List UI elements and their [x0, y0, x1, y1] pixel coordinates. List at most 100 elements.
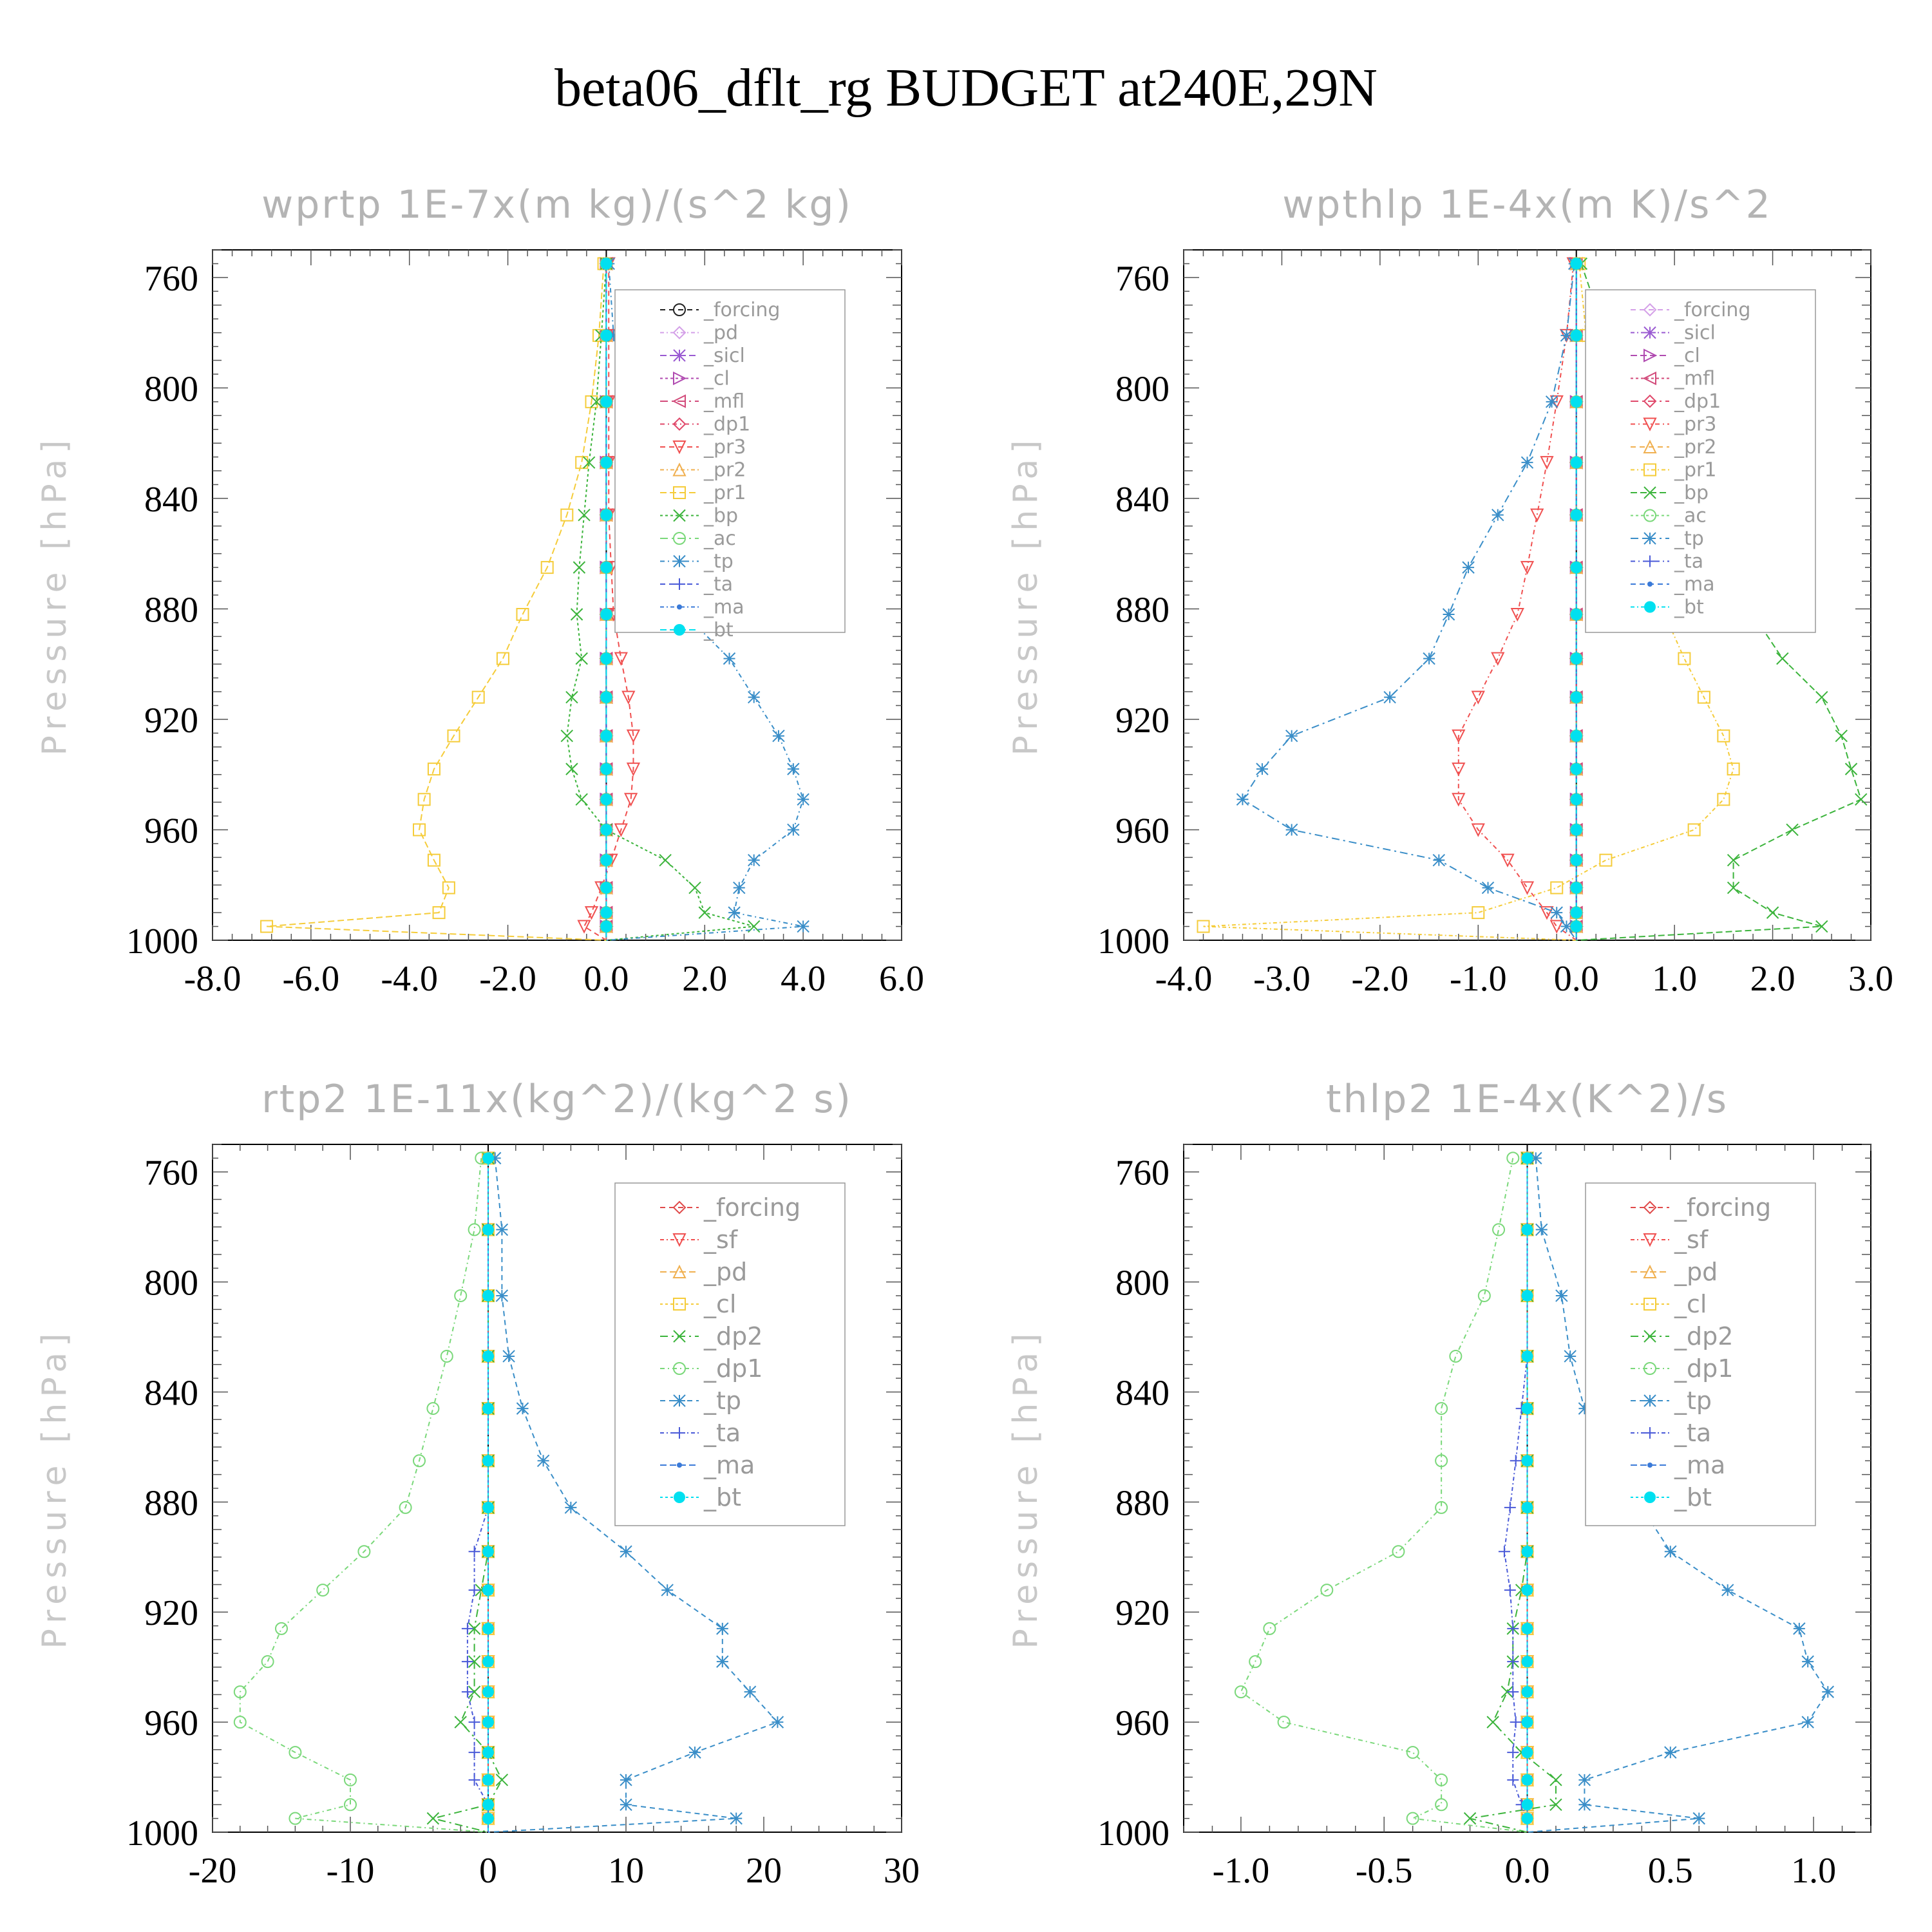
data-point [1510, 1455, 1522, 1467]
data-point [688, 881, 701, 895]
data-point [748, 690, 761, 704]
data-point [482, 1455, 494, 1467]
data-point [413, 1454, 426, 1468]
data-point [1197, 920, 1210, 933]
legend-marker [1643, 1200, 1657, 1215]
data-point [600, 457, 612, 469]
data-point [1507, 1656, 1519, 1668]
x-tick-label: 20 [746, 1851, 782, 1891]
series-tp [1236, 257, 1581, 941]
data-point [1435, 1402, 1448, 1416]
legend-marker [1643, 303, 1657, 317]
data-point [427, 762, 440, 776]
x-tick-label: -1.0 [1450, 959, 1507, 999]
data-point [1521, 1774, 1533, 1786]
data-point [461, 1622, 473, 1634]
data-point [1570, 652, 1582, 665]
data-point [1406, 1746, 1419, 1759]
data-point [620, 1774, 632, 1786]
data-point [1570, 562, 1582, 574]
data-point [461, 1686, 473, 1698]
data-point [1801, 1716, 1814, 1728]
panel-title: wpthlp 1E-4x(m K)/s^2 [1282, 182, 1772, 227]
legend-label: _sicl [1674, 322, 1716, 345]
data-point [1471, 823, 1485, 837]
legend-marker [1643, 348, 1658, 363]
legend-marker [672, 394, 686, 408]
legend-label: _cl [1674, 345, 1700, 367]
panel-title: wprtp 1E-7x(m kg)/(s^2 kg) [261, 182, 853, 227]
legend-label: _forcing [703, 1193, 800, 1222]
y-tick-label: 880 [1115, 590, 1170, 630]
y-tick-label: 800 [1115, 1264, 1170, 1303]
data-point [1570, 509, 1582, 521]
data-point [1521, 1812, 1533, 1824]
series-line [566, 263, 754, 941]
legend-label: _bp [1674, 482, 1709, 504]
x-tick-label: 1.0 [1652, 959, 1697, 999]
legend-label: _tp [1674, 527, 1704, 550]
x-tick-label: -4.0 [1155, 959, 1213, 999]
legend-marker [1643, 509, 1656, 522]
legend-marker [672, 1233, 687, 1247]
data-point [1504, 1501, 1516, 1513]
legend-marker [677, 1463, 682, 1468]
data-point [565, 762, 578, 775]
data-point [584, 906, 599, 920]
legend: _forcing _sf _pd _cl _dp2 _dp1 _tp _ta _ma _bt [1585, 1182, 1816, 1526]
x-tick-label: -0.5 [1356, 1851, 1413, 1891]
data-point [482, 1584, 494, 1596]
x-tick-label: 2.0 [682, 959, 727, 999]
data-point [540, 561, 554, 574]
data-point [1578, 1774, 1591, 1786]
legend-label: _bt [1674, 1483, 1712, 1511]
y-tick-label: 800 [1115, 369, 1170, 409]
data-point [1462, 561, 1475, 574]
legend-label: _sf [1674, 1226, 1709, 1254]
y-axis-label: Pressure [hPa] [35, 435, 74, 756]
legend-marker [1644, 601, 1656, 613]
legend-label: _ta [703, 1419, 741, 1447]
legend-label: _pr1 [703, 482, 746, 504]
y-tick-label: 960 [144, 1703, 198, 1743]
data-point [1392, 1545, 1405, 1558]
data-point [1555, 1289, 1568, 1302]
data-point [1452, 793, 1466, 807]
data-point [1435, 1773, 1448, 1786]
y-tick-label: 880 [144, 1483, 198, 1523]
data-point [1520, 881, 1535, 895]
data-point [1236, 793, 1249, 806]
legend-label: _forcing [1674, 299, 1750, 321]
legend-marker [677, 604, 682, 610]
data-point [1477, 1289, 1491, 1302]
data-point [1570, 907, 1582, 919]
legend-marker [674, 1492, 685, 1503]
data-point [575, 456, 589, 469]
data-point [1249, 1655, 1262, 1669]
legend-box [614, 289, 846, 633]
data-point [1285, 823, 1298, 837]
data-point [582, 456, 596, 469]
legend-label: _ta [1674, 551, 1703, 573]
data-point [1521, 1716, 1533, 1728]
data-point [600, 395, 612, 408]
legend-label: _ac [703, 527, 736, 550]
legend-marker [1644, 1427, 1656, 1439]
data-point [573, 561, 586, 574]
y-tick-label: 760 [1115, 259, 1170, 299]
data-point [1545, 395, 1558, 408]
legend-marker [1643, 1330, 1656, 1343]
data-point [275, 1622, 288, 1635]
data-point [1492, 1223, 1506, 1236]
data-point [536, 1454, 550, 1467]
data-point [565, 690, 578, 704]
data-point [1320, 1584, 1334, 1597]
data-point [1540, 906, 1554, 920]
legend-marker [1643, 439, 1657, 453]
data-point [1821, 1685, 1835, 1698]
legend: _forcing_pd_sicl_cl_mfl_dp1_pr3_pr2_pr1_… [614, 289, 846, 641]
legend-label: _dp1 [1674, 1354, 1733, 1383]
legend-label: _dp2 [1674, 1322, 1733, 1350]
data-point [468, 1774, 480, 1786]
data-point [1570, 920, 1582, 933]
